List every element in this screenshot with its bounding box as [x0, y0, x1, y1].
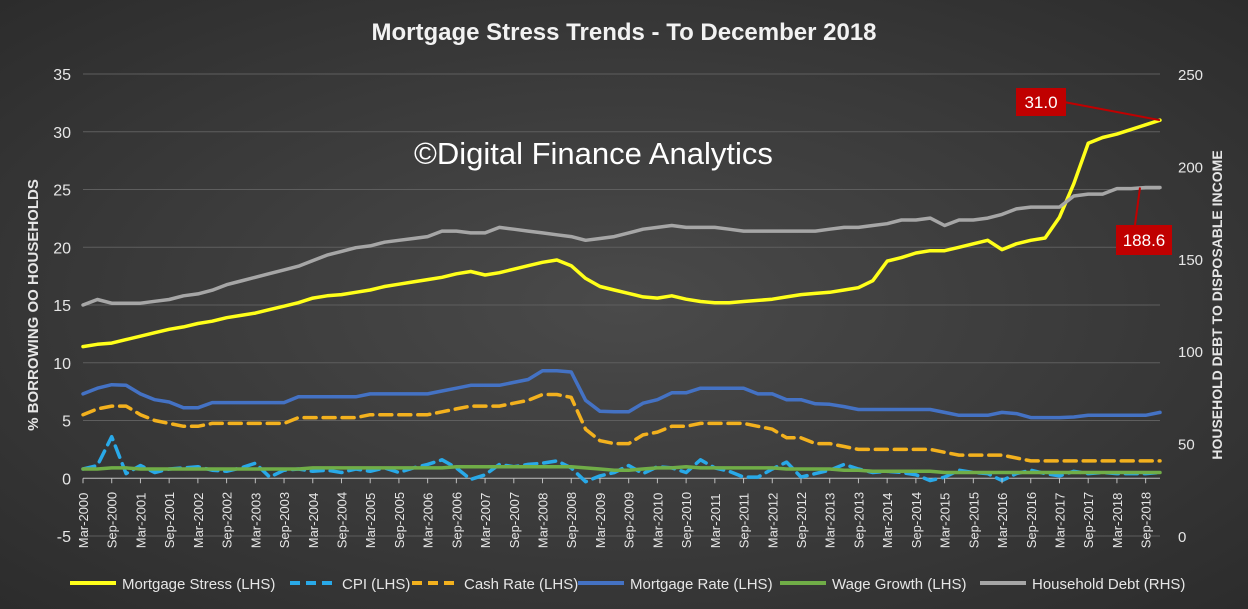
- x-tick-label: Sep-2016: [1024, 492, 1039, 548]
- y-left-tick-label: -5: [57, 529, 71, 546]
- x-tick-label: Sep-2013: [851, 492, 866, 548]
- series-line-wage-growth-lhs: [81, 464, 1162, 475]
- series-line-household-debt-rhs: [81, 185, 1162, 307]
- y-right-tick-label: 0: [1178, 529, 1186, 546]
- y-right-tick-label: 200: [1178, 159, 1203, 176]
- x-tick-label: Mar-2009: [593, 493, 608, 549]
- series-line-mortgage-rate-lhs: [81, 369, 1162, 420]
- watermark-text: ©Digital Finance Analytics: [414, 136, 773, 171]
- x-tick-label: Mar-2017: [1052, 493, 1067, 549]
- x-tick-label: Sep-2011: [737, 493, 752, 548]
- series-line-mortgage-stress-lhs: [81, 118, 1162, 349]
- x-tick-label: Sep-2006: [449, 492, 464, 548]
- x-tick-label: Mar-2016: [995, 493, 1010, 549]
- legend: Mortgage Stress (LHS) CPI (LHS) Cash Rate …: [70, 576, 1185, 593]
- chart-title: Mortgage Stress Trends - To December 201…: [371, 19, 876, 46]
- y-left-tick-label: 20: [53, 240, 71, 257]
- x-tick-label: Mar-2005: [363, 493, 378, 549]
- x-tick-label: Mar-2000: [76, 493, 91, 549]
- y-right-tick-label: 250: [1178, 67, 1203, 84]
- series-lines: [81, 118, 1162, 484]
- x-tick-label: Sep-2004: [334, 492, 349, 548]
- x-tick-label: Sep-2001: [162, 492, 177, 548]
- x-tick-label: Sep-2014: [909, 492, 924, 548]
- y-right-tick-label: 50: [1178, 437, 1195, 454]
- annotation-leader-line: [1063, 101, 1161, 122]
- legend-label: Cash Rate (LHS): [464, 576, 578, 593]
- x-tick-label: Sep-2002: [220, 492, 235, 548]
- series-line-cash-rate-lhs: [81, 392, 1162, 463]
- y-left-tick-label: 25: [53, 183, 71, 200]
- x-tick-label: Mar-2011: [708, 494, 723, 549]
- x-tick-label: Sep-2010: [679, 492, 694, 548]
- x-tick-label: Sep-2009: [622, 492, 637, 548]
- x-tick-label: Mar-2002: [191, 493, 206, 549]
- x-tick-label: Mar-2013: [823, 493, 838, 549]
- x-tick-label: Mar-2007: [478, 493, 493, 549]
- legend-label: Wage Growth (LHS): [832, 576, 966, 593]
- legend-label: CPI (LHS): [342, 576, 410, 593]
- legend-label: Mortgage Rate (LHS): [630, 576, 773, 593]
- x-tick-label: Mar-2003: [248, 493, 263, 549]
- x-tick-label: Mar-2004: [306, 493, 321, 549]
- x-tick-label: Mar-2001: [133, 493, 148, 549]
- x-tick-label: Mar-2018: [1110, 493, 1125, 549]
- annotation-label: 31.0: [1024, 93, 1057, 112]
- y-left-tick-label: 5: [62, 414, 71, 431]
- x-tick-label: Mar-2010: [650, 493, 665, 549]
- annotation-label: 188.6: [1123, 231, 1166, 250]
- y-axis-right-label: HOUSEHOLD DEBT TO DISPOSABLE INCOME: [1209, 150, 1225, 459]
- x-tick-label: Mar-2015: [938, 493, 953, 549]
- y-left-tick-label: 10: [53, 356, 71, 373]
- y-left-tick-label: 0: [62, 471, 71, 488]
- annotation-box: [1016, 88, 1066, 116]
- legend-label: Mortgage Stress (LHS): [122, 576, 275, 593]
- x-tick-label: Sep-2015: [966, 492, 981, 548]
- legend-label: Household Debt (RHS): [1032, 576, 1185, 593]
- x-tick-label: Mar-2006: [421, 493, 436, 549]
- y-axis-left-label: % BORROWING OO HOUSEHOLDS: [25, 179, 42, 431]
- x-tick-label: Sep-2000: [105, 492, 120, 548]
- x-tick-label: Mar-2014: [880, 493, 895, 549]
- y-left-tick-label: 35: [53, 67, 71, 84]
- x-tick-label: Sep-2017: [1081, 492, 1096, 548]
- x-tick-label: Sep-2012: [794, 492, 809, 548]
- x-tick-label: Sep-2007: [507, 492, 522, 548]
- x-tick-label: Sep-2003: [277, 492, 292, 548]
- grid-lines: [83, 73, 1160, 537]
- x-tick-label: Sep-2018: [1139, 492, 1154, 548]
- x-tick-label: Mar-2008: [536, 493, 551, 549]
- x-tick-label: Mar-2012: [765, 493, 780, 549]
- annotation-leader-line: [1134, 187, 1141, 226]
- annotations: 31.0 188.6: [1016, 88, 1172, 255]
- y-left-tick-label: 15: [53, 298, 71, 315]
- x-tick-label: Sep-2005: [392, 492, 407, 548]
- x-tick-label: Sep-2008: [564, 492, 579, 548]
- y-right-tick-label: 150: [1178, 252, 1203, 269]
- annotation-box: [1116, 225, 1172, 255]
- y-right-tick-label: 100: [1178, 344, 1203, 361]
- y-left-tick-label: 30: [53, 125, 71, 142]
